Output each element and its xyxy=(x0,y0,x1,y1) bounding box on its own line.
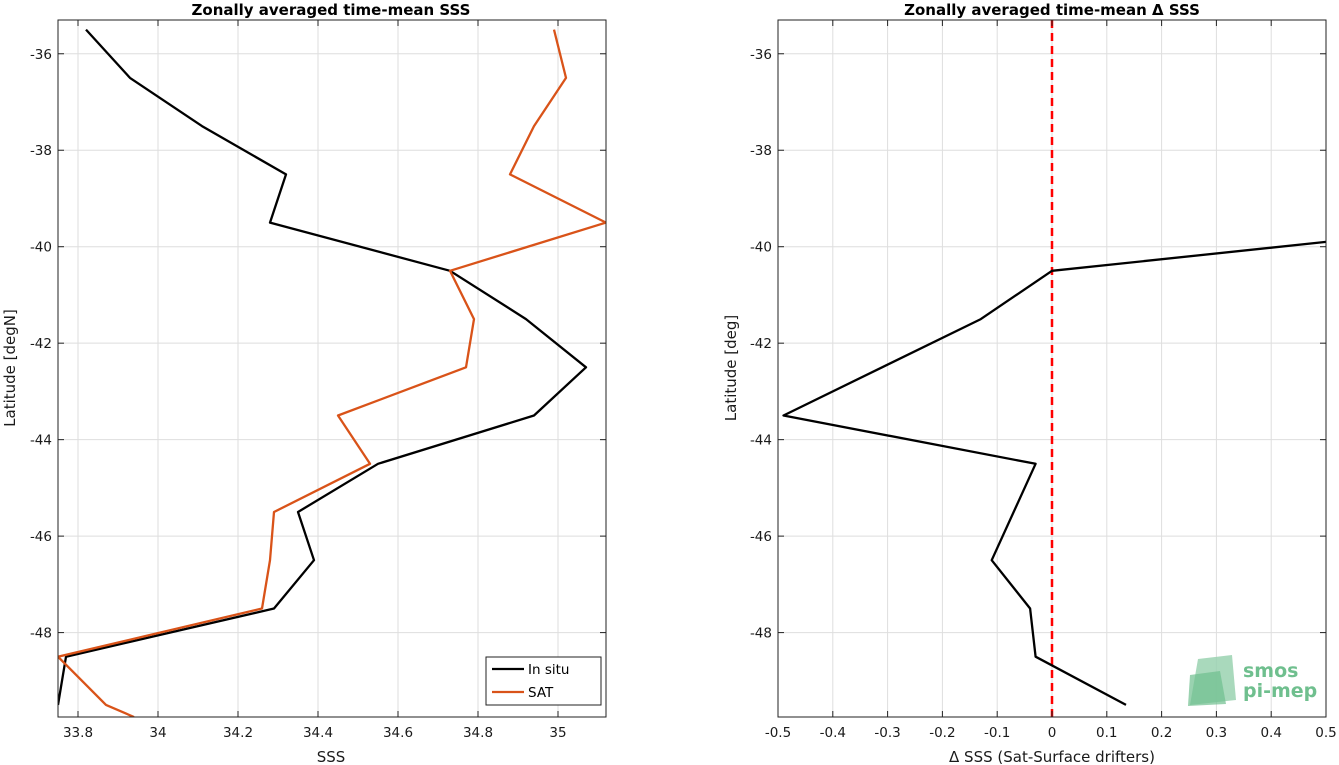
x-axis-label: Δ SSS (Sat-Surface drifters) xyxy=(949,748,1155,765)
x-tick-label: 35 xyxy=(549,725,566,741)
logo-text-smos: smos xyxy=(1243,660,1298,682)
series-line-in-situ xyxy=(58,28,588,706)
y-axis-label: Latitude [deg] xyxy=(722,315,740,421)
y-tick-label: -38 xyxy=(750,143,772,159)
x-tick-label: -0.5 xyxy=(765,725,791,741)
y-tick-label: -40 xyxy=(750,240,772,256)
x-tick-label: 0.3 xyxy=(1206,725,1227,741)
x-tick-label: -0.3 xyxy=(874,725,900,741)
x-tick-label: 34.4 xyxy=(303,725,333,741)
delta-sss-panel: Zonally averaged time-mean Δ SSS -0.5 -0.… xyxy=(722,1,1337,765)
x-tick-label: 0.4 xyxy=(1260,725,1281,741)
y-tick-label: -44 xyxy=(750,433,772,449)
x-tick-label: 33.8 xyxy=(63,725,93,741)
plot-frame xyxy=(57,19,607,718)
y-tick-label: -46 xyxy=(30,529,52,545)
legend-label-in-situ: In situ xyxy=(528,662,569,678)
y-tick-label: -48 xyxy=(750,626,772,642)
x-axis-label: SSS xyxy=(317,748,346,765)
y-axis-label: Latitude [degN] xyxy=(1,309,19,427)
x-tick-label: 34.8 xyxy=(463,725,493,741)
y-tick-label: -40 xyxy=(30,240,52,256)
y-tick-label: -36 xyxy=(30,47,52,63)
x-tick-label: -0.4 xyxy=(820,725,846,741)
logo-mark-layer-icon xyxy=(1188,671,1226,706)
x-tick-label: -0.2 xyxy=(929,725,955,741)
legend-box xyxy=(485,656,602,706)
chart-title: Zonally averaged time-mean Δ SSS xyxy=(904,1,1200,19)
y-tick-label: -48 xyxy=(30,626,52,642)
sss-panel: Zonally averaged time-mean SSS 33.8 34 34.… xyxy=(1,1,607,765)
x-tick-label: -0.1 xyxy=(984,725,1010,741)
legend-label-sat: SAT xyxy=(528,685,554,701)
x-tick-label: 0.1 xyxy=(1096,725,1117,741)
y-tick-label: -44 xyxy=(30,433,52,449)
y-tick-label: -42 xyxy=(30,336,52,352)
x-tick-label: 0.2 xyxy=(1151,725,1172,741)
legend: In situ SAT xyxy=(485,656,602,706)
y-tick-label: -42 xyxy=(750,336,772,352)
smos-pi-mep-logo: smos pi-mep xyxy=(1188,655,1317,706)
x-tick-label: 0.5 xyxy=(1315,725,1336,741)
x-tick-label: 0 xyxy=(1048,725,1057,741)
chart-title: Zonally averaged time-mean SSS xyxy=(192,1,471,19)
x-tick-label: 34.2 xyxy=(223,725,253,741)
logo-text-pi-mep: pi-mep xyxy=(1243,680,1317,702)
series-line-sat xyxy=(58,29,606,717)
y-tick-label: -36 xyxy=(750,47,772,63)
x-tick-label: 34 xyxy=(149,725,166,741)
series-line-series-0 xyxy=(782,240,1326,706)
y-tick-label: -46 xyxy=(750,529,772,545)
x-tick-label: 34.6 xyxy=(383,725,413,741)
y-tick-label: -38 xyxy=(30,143,52,159)
